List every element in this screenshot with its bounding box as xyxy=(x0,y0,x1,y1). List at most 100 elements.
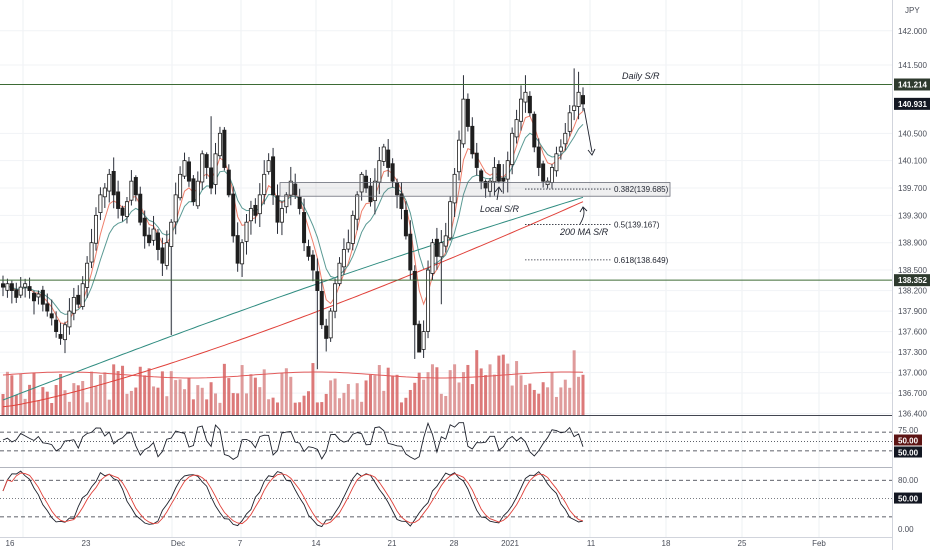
price-axis[interactable]: JPY 142.000 141.500 140.500 140.100 139.700 13… xyxy=(893,0,932,550)
candle[interactable] xyxy=(257,183,262,228)
candle[interactable] xyxy=(169,219,174,336)
candle[interactable] xyxy=(186,156,191,187)
candle[interactable] xyxy=(421,320,426,358)
candle[interactable] xyxy=(49,299,54,326)
candle[interactable] xyxy=(297,188,302,215)
candle[interactable] xyxy=(310,250,315,282)
candle[interactable] xyxy=(133,175,138,202)
candle[interactable] xyxy=(372,168,377,215)
candle[interactable] xyxy=(40,285,45,312)
candle[interactable] xyxy=(448,196,453,241)
candle[interactable] xyxy=(408,220,413,280)
candle[interactable] xyxy=(27,277,32,299)
candle[interactable] xyxy=(85,256,90,298)
candle[interactable] xyxy=(527,91,532,117)
candle[interactable] xyxy=(54,311,59,338)
candle[interactable] xyxy=(399,182,404,220)
candle[interactable] xyxy=(381,143,386,167)
candle[interactable] xyxy=(328,307,333,342)
candle[interactable] xyxy=(45,293,50,317)
candle[interactable] xyxy=(501,164,506,194)
candle[interactable] xyxy=(341,238,346,275)
candle[interactable] xyxy=(173,182,178,235)
candle[interactable] xyxy=(80,276,85,310)
candle[interactable] xyxy=(9,280,14,304)
candle[interactable] xyxy=(262,160,267,205)
candle[interactable] xyxy=(479,168,484,190)
candle[interactable] xyxy=(98,187,103,221)
candle[interactable] xyxy=(567,105,572,137)
candle[interactable] xyxy=(248,200,253,235)
candle[interactable] xyxy=(235,222,240,272)
candle[interactable] xyxy=(67,298,72,335)
candle[interactable] xyxy=(457,130,462,181)
candle[interactable] xyxy=(31,290,36,315)
candle[interactable] xyxy=(324,318,329,352)
candle[interactable] xyxy=(434,227,439,270)
candle[interactable] xyxy=(275,184,280,234)
candle[interactable] xyxy=(102,183,107,208)
candle[interactable] xyxy=(200,150,205,190)
candle[interactable] xyxy=(470,117,475,159)
candle[interactable] xyxy=(333,278,338,319)
candle[interactable] xyxy=(253,198,258,224)
candle[interactable] xyxy=(111,157,116,209)
candle[interactable] xyxy=(58,322,63,345)
candle[interactable] xyxy=(576,71,581,120)
candle[interactable] xyxy=(488,178,493,198)
candle[interactable] xyxy=(164,230,169,270)
candle[interactable] xyxy=(178,166,183,201)
candle[interactable] xyxy=(350,210,355,251)
candle[interactable] xyxy=(532,111,537,153)
candle[interactable] xyxy=(217,126,222,159)
candle[interactable] xyxy=(89,228,94,269)
candle[interactable] xyxy=(124,196,129,224)
candle[interactable] xyxy=(474,142,479,176)
candle[interactable] xyxy=(226,164,231,198)
candle[interactable] xyxy=(302,198,307,252)
candle[interactable] xyxy=(182,152,187,179)
candle[interactable] xyxy=(572,68,577,121)
candle[interactable] xyxy=(519,85,524,131)
candle[interactable] xyxy=(417,320,422,353)
candle[interactable] xyxy=(147,227,152,247)
candle[interactable] xyxy=(465,93,470,132)
candle[interactable] xyxy=(510,127,515,175)
candle[interactable] xyxy=(107,168,112,203)
candle[interactable] xyxy=(554,146,559,177)
candle[interactable] xyxy=(191,175,196,206)
candle[interactable] xyxy=(240,239,245,277)
candle[interactable] xyxy=(244,214,249,255)
candle[interactable] xyxy=(364,169,369,193)
candle[interactable] xyxy=(319,279,324,329)
candle[interactable] xyxy=(155,228,160,261)
candle[interactable] xyxy=(195,171,200,209)
candle[interactable] xyxy=(563,122,568,151)
candle[interactable] xyxy=(439,230,444,305)
candle[interactable] xyxy=(36,290,41,305)
candle[interactable] xyxy=(403,201,408,240)
candle[interactable] xyxy=(496,160,501,184)
candle[interactable] xyxy=(581,87,586,112)
candle[interactable] xyxy=(558,139,563,160)
candle[interactable] xyxy=(231,186,236,243)
candle[interactable] xyxy=(377,146,382,195)
candle[interactable] xyxy=(209,116,214,195)
candle[interactable] xyxy=(266,153,271,175)
candle[interactable] xyxy=(71,287,76,321)
candle[interactable] xyxy=(306,239,311,261)
candle[interactable] xyxy=(62,321,67,354)
candle[interactable] xyxy=(346,229,351,253)
candle[interactable] xyxy=(120,205,125,222)
candle[interactable] xyxy=(5,278,10,298)
candle[interactable] xyxy=(23,278,28,298)
candle[interactable] xyxy=(271,147,276,205)
candle[interactable] xyxy=(541,160,546,188)
candle[interactable] xyxy=(461,75,466,148)
candle[interactable] xyxy=(293,173,298,199)
candle[interactable] xyxy=(14,282,19,303)
candle[interactable] xyxy=(492,157,497,196)
candle[interactable] xyxy=(222,127,227,171)
candle[interactable] xyxy=(151,215,156,246)
